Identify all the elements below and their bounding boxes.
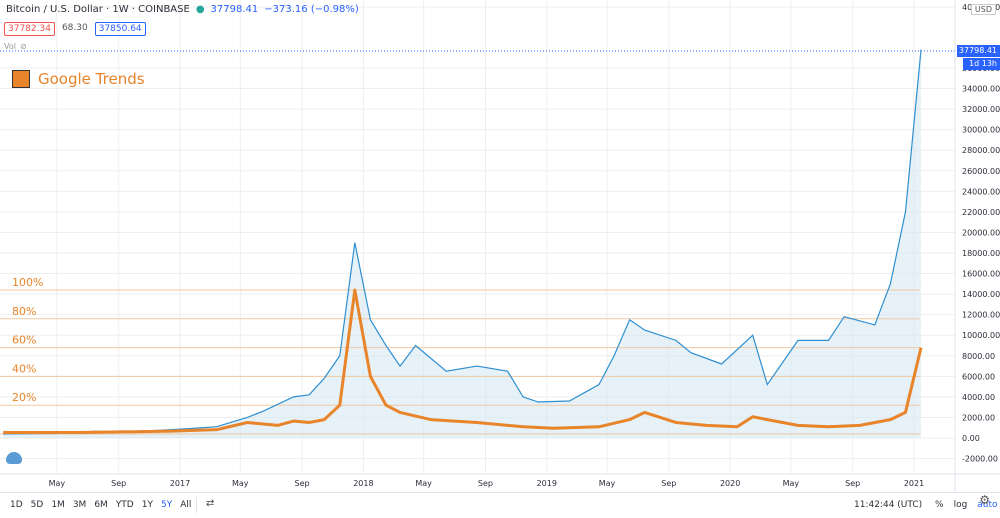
price-tick-label: 22000.00 [962,208,1000,217]
time-tick-label: 2017 [170,479,190,488]
volume-indicator[interactable]: Vol ⊘ [4,42,27,51]
time-tick-label: 2018 [353,479,373,488]
range-button-1d[interactable]: 1D [10,500,23,510]
price-tick-label: 0.00 [962,434,980,443]
time-tick-label: May [232,479,249,488]
range-button-5d[interactable]: 5D [30,500,44,510]
eye-off-icon[interactable]: ⊘ [19,42,27,51]
price-tick-label: 2000.00 [962,413,995,422]
time-x-axis: May Sep 2017 May Sep 2018 May Sep 2019 May Sep 2020… [0,473,1000,488]
price-tick-label: 4000.00 [962,393,995,402]
price-tick-label: 20000.00 [962,228,1000,237]
price-tick-label: 12000.00 [962,311,1000,320]
price-y-axis: -2000.00 0.00 2000.00 4000.00 6000.00 8000.00… [954,0,1000,492]
legend-swatch [12,70,30,88]
price-tick-label: 24000.00 [962,187,1000,196]
price-area [3,49,922,438]
bid-ask-row: 37782.34 68.30 37850.64 [4,22,146,36]
price-tick-label: 14000.00 [962,290,1000,299]
current-price-tag: 37798.41 [957,45,1000,57]
range-button-5y[interactable]: 5Y [160,500,173,510]
currency-badge[interactable]: USD [970,4,996,15]
range-button-3m[interactable]: 3M [72,500,87,510]
time-tick-label: Sep [111,479,126,488]
time-tick-label: Sep [295,479,310,488]
price-tick-label: 30000.00 [962,126,1000,135]
price-tick-label: 16000.00 [962,270,1000,279]
time-tick-label: May [599,479,616,488]
symbol-title: Bitcoin / U.S. Dollar · 1W · COINBASE [6,4,190,15]
scale-options: % log auto [935,500,998,510]
price-series-line [3,49,922,435]
cloud-icon[interactable] [6,452,22,464]
spread-value: 68.30 [61,23,88,33]
trends-y-axis: 20% 40% 60% 80% 100% [12,276,43,404]
trends-tick-label: 60% [12,334,36,347]
price-tick-label: 32000.00 [962,105,1000,114]
price-tick-label: 8000.00 [962,352,995,361]
bottom-toolbar: 1D 5D 1M 3M 6M YTD 1Y 5Y All ⇄ 11:42:44 (UTC) % … [0,492,1000,518]
goto-date-icon[interactable]: ⇄ [206,498,215,509]
price-tick-label: 18000.00 [962,249,1000,258]
ask-price[interactable]: 37850.64 [94,22,146,36]
time-tick-label: Sep [845,479,860,488]
price-tick-label: 28000.00 [962,146,1000,155]
legend-label: Google Trends [38,70,145,88]
last-price: 37798.41 [210,4,259,15]
chart-legend: Google Trends [12,70,145,88]
price-tick-label: 6000.00 [962,372,995,381]
time-tick-label: Sep [661,479,676,488]
auto-toggle[interactable]: auto [977,500,998,510]
time-tick-label: 2019 [537,479,557,488]
price-tick-label: 26000.00 [962,167,1000,176]
range-button-all[interactable]: All [180,500,192,510]
price-area-fill [3,49,922,438]
gear-icon[interactable]: ⚙ [979,493,990,507]
price-change: −373.16 (−0.98%) [264,4,359,15]
time-tick-label: May [49,479,66,488]
time-tick-label: Sep [478,479,493,488]
trends-tick-label: 80% [12,305,36,318]
trends-grid-lines [0,289,920,435]
price-tick-label: 34000.00 [962,85,1000,94]
range-button-6m[interactable]: 6M [94,500,108,510]
time-tick-label: 2021 [904,479,924,488]
utc-clock[interactable]: 11:42:44 (UTC) [854,500,923,510]
range-button-1y[interactable]: 1Y [141,500,153,510]
series-lines [3,49,923,435]
trends-tick-label: 100% [12,276,43,289]
market-open-icon: ● [195,4,205,15]
grid-lines [0,0,955,474]
time-tick-label: 2020 [720,479,740,488]
trends-series-line [3,288,923,435]
trends-tick-label: 40% [12,362,36,375]
range-button-1m[interactable]: 1M [51,500,65,510]
range-button-ytd[interactable]: YTD [115,500,134,510]
symbol-header[interactable]: Bitcoin / U.S. Dollar · 1W · COINBASE ● … [6,4,359,15]
date-range-buttons: 1D 5D 1M 3M 6M YTD 1Y 5Y All [10,500,191,510]
bid-price[interactable]: 37782.34 [4,22,55,36]
toolbar-divider [196,497,197,513]
volume-label: Vol [4,42,16,51]
price-tick-label: 10000.00 [962,331,1000,340]
log-toggle[interactable]: log [953,500,968,510]
percent-toggle[interactable]: % [935,500,944,510]
bar-countdown-tag: 1d 13h [963,58,1000,70]
time-tick-label: May [783,479,800,488]
price-chart[interactable]: 20% 40% 60% 80% 100% -2000.00 0.00 2000.00 4000… [0,0,1000,492]
trends-tick-label: 20% [12,391,36,404]
price-tick-label: -2000.00 [962,455,998,464]
time-tick-label: May [415,479,432,488]
